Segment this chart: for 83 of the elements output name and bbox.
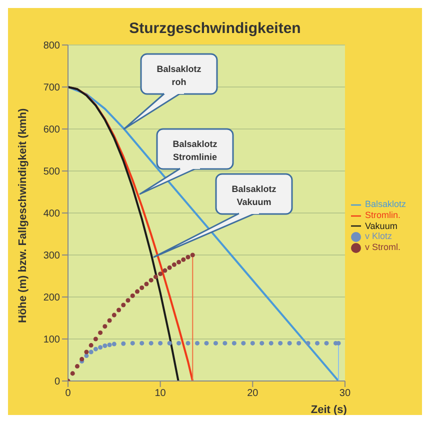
- point: [102, 324, 108, 329]
- y-tick-label: 800: [43, 40, 60, 52]
- legend-label: Vakuum: [364, 220, 398, 231]
- point: [306, 340, 310, 346]
- point: [296, 340, 302, 346]
- point: [70, 371, 75, 376]
- point: [324, 340, 329, 346]
- point: [80, 356, 84, 362]
- point: [241, 340, 246, 346]
- point: [130, 340, 135, 346]
- legend-label: Stromlin.: [364, 210, 400, 220]
- point: [268, 340, 274, 346]
- y-tick-label: 400: [43, 208, 60, 220]
- x-tick-label: 10: [154, 388, 166, 400]
- point: [140, 340, 144, 346]
- point: [107, 342, 112, 348]
- y-axis-title: Höhe (m) bzw. Fallgeschwindigkeit (kmh): [16, 108, 29, 323]
- point: [194, 340, 200, 346]
- point: [116, 308, 122, 312]
- point: [190, 252, 195, 258]
- speech-callout: Balsaklotz roh: [123, 53, 218, 130]
- point: [158, 272, 163, 276]
- x-tick-label: 0: [65, 388, 72, 400]
- annotation: Balsaklotz roh: [156, 64, 202, 87]
- point: [98, 345, 103, 350]
- legend-label: Balsaklotz: [364, 199, 406, 210]
- y-tick-label: 300: [43, 250, 60, 262]
- point: [84, 350, 89, 354]
- point: [88, 343, 94, 348]
- point: [278, 340, 283, 346]
- chart-title: Sturzgeschwindigkeiten: [128, 19, 302, 37]
- point: [222, 340, 228, 346]
- point: [148, 278, 154, 282]
- point: [153, 274, 158, 280]
- x-tick-label: 30: [339, 388, 351, 400]
- legend-label: v Stroml.: [364, 242, 400, 252]
- y-tick-label: 0: [54, 376, 60, 388]
- point: [112, 342, 116, 346]
- x-tick-label: 20: [247, 388, 259, 400]
- y-tick-label: 600: [43, 124, 60, 136]
- point: [186, 340, 190, 346]
- x-axis-title: Zeit (s): [310, 404, 348, 416]
- y-tick-label: 200: [43, 292, 60, 304]
- annotation: Balsaklotz Vakuum: [232, 184, 277, 207]
- point: [167, 340, 172, 346]
- point: [107, 318, 112, 323]
- line-series: [68, 86, 340, 381]
- y-tick-label: 700: [43, 82, 60, 94]
- point: [93, 336, 98, 342]
- y-tick-label: 500: [43, 166, 60, 178]
- speech-callout: Balsaklotz Vakuum: [153, 173, 293, 258]
- legend-label: v Klotz: [364, 231, 392, 242]
- point: [88, 350, 94, 354]
- point: [112, 312, 116, 318]
- point: [315, 340, 320, 346]
- point: [134, 289, 140, 294]
- point: [186, 254, 190, 260]
- point: [130, 293, 135, 298]
- point: [181, 257, 186, 262]
- point: [121, 302, 126, 308]
- point: [250, 340, 255, 346]
- point: [74, 364, 80, 369]
- y-tick-label: 100: [43, 334, 60, 346]
- point: [176, 340, 182, 346]
- point: [260, 340, 264, 346]
- point: [98, 330, 103, 335]
- point: [148, 340, 154, 346]
- point: [204, 340, 209, 346]
- point: [162, 268, 168, 273]
- point: [144, 282, 149, 286]
- point: [93, 346, 98, 352]
- point: [102, 343, 108, 348]
- point: [121, 341, 126, 346]
- point: [140, 286, 144, 290]
- point: [232, 340, 236, 346]
- point: [167, 265, 172, 270]
- point: [158, 340, 163, 346]
- point: [126, 298, 130, 303]
- point: [172, 262, 176, 267]
- point: [213, 340, 218, 346]
- point: [176, 260, 182, 264]
- annotation: Balsaklotz Stromlinie: [172, 139, 218, 162]
- point: [287, 340, 292, 346]
